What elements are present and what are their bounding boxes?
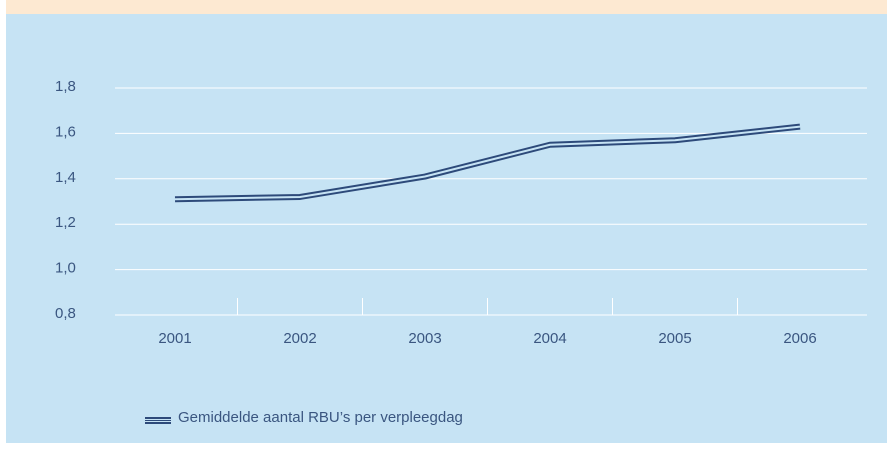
x-tick-label: 2005	[658, 330, 691, 347]
x-tick-label: 2006	[783, 330, 816, 347]
x-tick-label: 2001	[158, 330, 191, 347]
x-tick-label: 2004	[533, 330, 566, 347]
line-inner-stripe	[174, 125, 801, 201]
y-tick-label: 1,4	[55, 169, 76, 186]
y-tick-label: 0,8	[55, 305, 76, 322]
top-band	[6, 0, 887, 14]
y-tick-label: 1,0	[55, 260, 76, 277]
y-tick-label: 1,8	[55, 78, 76, 95]
legend-label: Gemiddelde aantal RBU’s per verpleegdag	[178, 409, 463, 426]
y-tick-label: 1,6	[55, 123, 76, 140]
x-tick-label: 2002	[283, 330, 316, 347]
panel	[6, 14, 887, 443]
y-tick-label: 1,2	[55, 214, 76, 231]
legend-swatch	[145, 417, 171, 424]
x-tick-label: 2003	[408, 330, 441, 347]
